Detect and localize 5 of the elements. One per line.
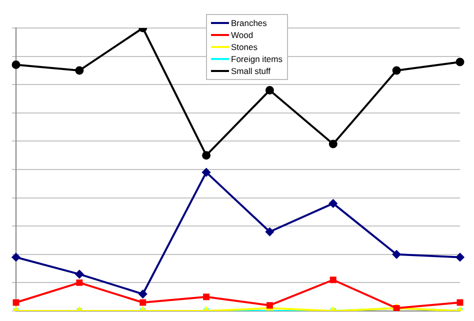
legend-label: Wood [231, 29, 254, 41]
legend-label: Branches [231, 17, 267, 29]
legend-label: Small stuff [231, 65, 271, 77]
legend-label: Stones [231, 41, 258, 53]
legend-label: Foreign items [231, 53, 282, 65]
